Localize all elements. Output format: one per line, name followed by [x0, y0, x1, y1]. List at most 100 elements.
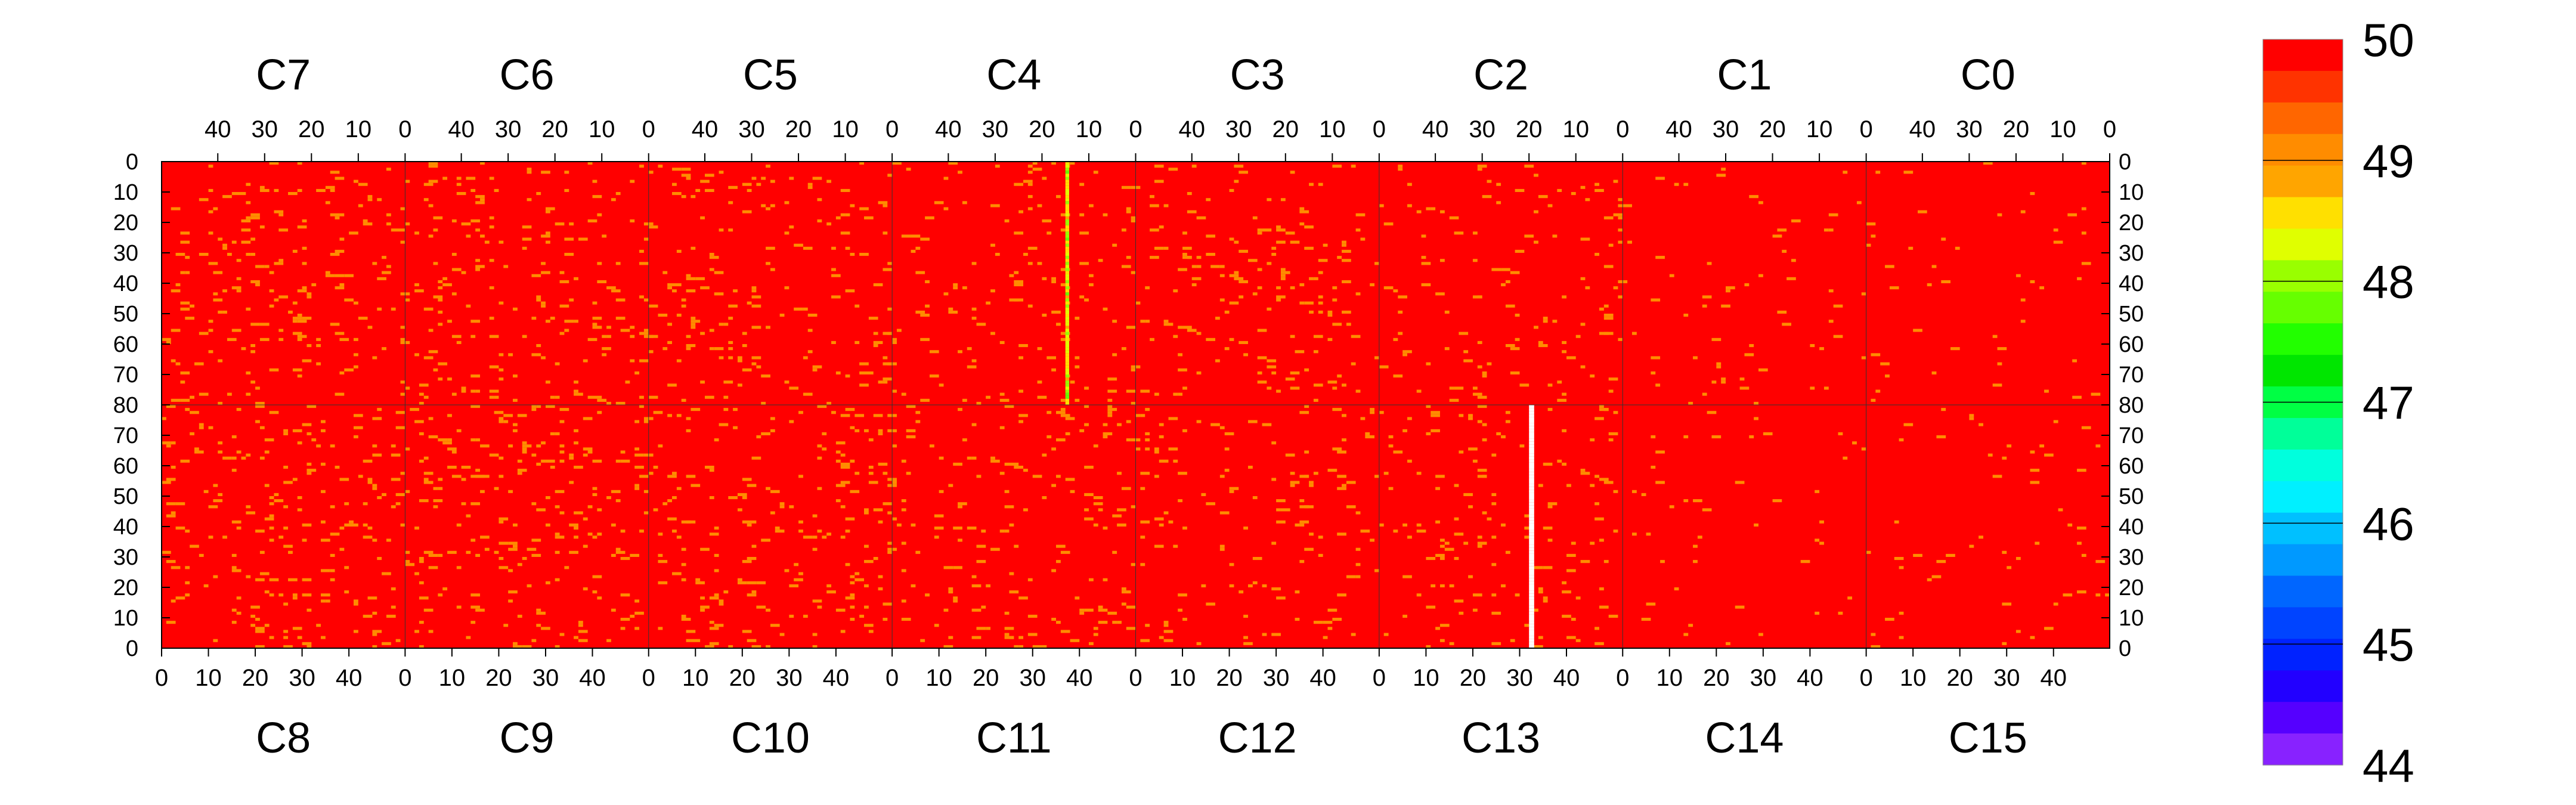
heatmap-cell — [803, 614, 808, 618]
heatmap-cell — [630, 335, 635, 338]
colorbar-swatch — [2263, 102, 2343, 135]
heatmap-cell — [643, 298, 649, 302]
heatmap-cell — [883, 204, 888, 208]
heatmap-cell — [1145, 408, 1150, 411]
heatmap-cell — [283, 466, 289, 469]
heatmap-cell — [686, 347, 691, 351]
heatmap-cell — [831, 295, 841, 299]
heatmap-cell — [1276, 499, 1286, 503]
heatmap-cell — [405, 222, 410, 226]
heatmap-cell — [1093, 444, 1098, 448]
heatmap-cell — [779, 314, 785, 317]
heatmap-cell — [878, 462, 888, 466]
heatmap-cell — [494, 395, 499, 399]
heatmap-cell — [1599, 538, 1604, 542]
heatmap-cell — [643, 420, 649, 423]
heatmap-cell — [1131, 219, 1136, 222]
heatmap-cell — [1946, 553, 1955, 557]
heatmap-cell — [1117, 423, 1122, 426]
heatmap-cell — [395, 411, 405, 414]
tick-label: 0 — [1373, 665, 1386, 691]
tick-label: 20 — [1272, 116, 1299, 143]
heatmap-cell — [344, 523, 354, 527]
heatmap-cell — [1065, 228, 1069, 232]
heatmap-cell — [686, 335, 691, 338]
heatmap-cell — [686, 639, 691, 642]
heatmap-cell — [405, 386, 410, 390]
heatmap-cell — [602, 335, 607, 338]
heatmap-cell — [2091, 392, 2101, 396]
heatmap-cell — [382, 642, 391, 645]
heatmap-cell — [967, 456, 972, 460]
heatmap-cell — [213, 484, 218, 487]
heatmap-cell — [943, 608, 949, 612]
heatmap-cell — [1252, 216, 1258, 219]
heatmap-cell — [1285, 377, 1295, 381]
heatmap-cell — [400, 326, 405, 329]
heatmap-cell — [1065, 234, 1069, 238]
heatmap-cell — [2095, 560, 2106, 564]
colorbar-swatch — [2263, 512, 2343, 545]
heatmap-cell — [620, 329, 630, 332]
heatmap-cell — [1055, 475, 1061, 478]
heatmap-cell — [648, 472, 654, 475]
heatmap-cell — [419, 401, 424, 405]
heatmap-cell — [358, 182, 368, 186]
heatmap-cell — [723, 408, 729, 411]
heatmap-cell — [803, 307, 808, 311]
heatmap-cell — [1707, 262, 1712, 265]
heatmap-cell — [1098, 608, 1108, 612]
heatmap-cell — [1163, 246, 1169, 250]
heatmap-cell — [259, 572, 270, 575]
heatmap-cell — [218, 401, 223, 405]
heatmap-cell — [1416, 530, 1426, 533]
heatmap-cell — [1103, 578, 1108, 581]
heatmap-cell — [372, 645, 377, 648]
heatmap-cell — [1547, 502, 1558, 506]
heatmap-cell — [405, 490, 410, 493]
heatmap-cell — [1234, 271, 1239, 274]
heatmap-cell — [231, 435, 237, 439]
heatmap-cell — [592, 493, 597, 496]
heatmap-cell — [1491, 611, 1501, 615]
heatmap-cell — [868, 466, 874, 469]
heatmap-cell — [1562, 590, 1571, 594]
heatmap-cell — [1051, 447, 1056, 451]
heatmap-cell — [747, 557, 757, 561]
heatmap-cell — [1529, 608, 1534, 612]
heatmap-cell — [564, 253, 574, 256]
heatmap-cell — [779, 502, 785, 506]
heatmap-cell — [1547, 538, 1553, 542]
heatmap-cell — [733, 426, 738, 429]
heatmap-cell — [1327, 314, 1333, 317]
tick-label: 20 — [298, 116, 325, 143]
heatmap-cell — [180, 459, 190, 463]
heatmap-cell — [1313, 277, 1318, 280]
heatmap-cell — [887, 541, 893, 545]
heatmap-cell — [770, 268, 775, 271]
heatmap-cell — [958, 538, 962, 542]
tick-label: 20 — [2003, 116, 2030, 143]
heatmap-cell — [1529, 444, 1534, 448]
heatmap-cell — [634, 453, 644, 457]
heatmap-cell — [1351, 633, 1356, 636]
heatmap-cell — [461, 466, 471, 469]
heatmap-cell — [901, 618, 911, 621]
heatmap-cell — [2095, 444, 2101, 448]
heatmap-cell — [489, 365, 499, 369]
heatmap-cell — [1538, 587, 1543, 591]
heatmap-cell — [1379, 365, 1389, 369]
heatmap-cell — [325, 274, 335, 277]
heatmap-cell — [681, 298, 686, 302]
heatmap-cell — [428, 234, 434, 238]
heatmap-cell — [1491, 493, 1497, 496]
heatmap-cell — [1234, 240, 1239, 244]
heatmap-cell — [400, 472, 405, 475]
heatmap-cell — [302, 538, 307, 542]
heatmap-cell — [377, 198, 382, 202]
heatmap-cell — [901, 508, 906, 512]
heatmap-cell — [686, 475, 696, 478]
heatmap-cell — [1224, 469, 1230, 472]
heatmap-cell — [1501, 268, 1510, 271]
